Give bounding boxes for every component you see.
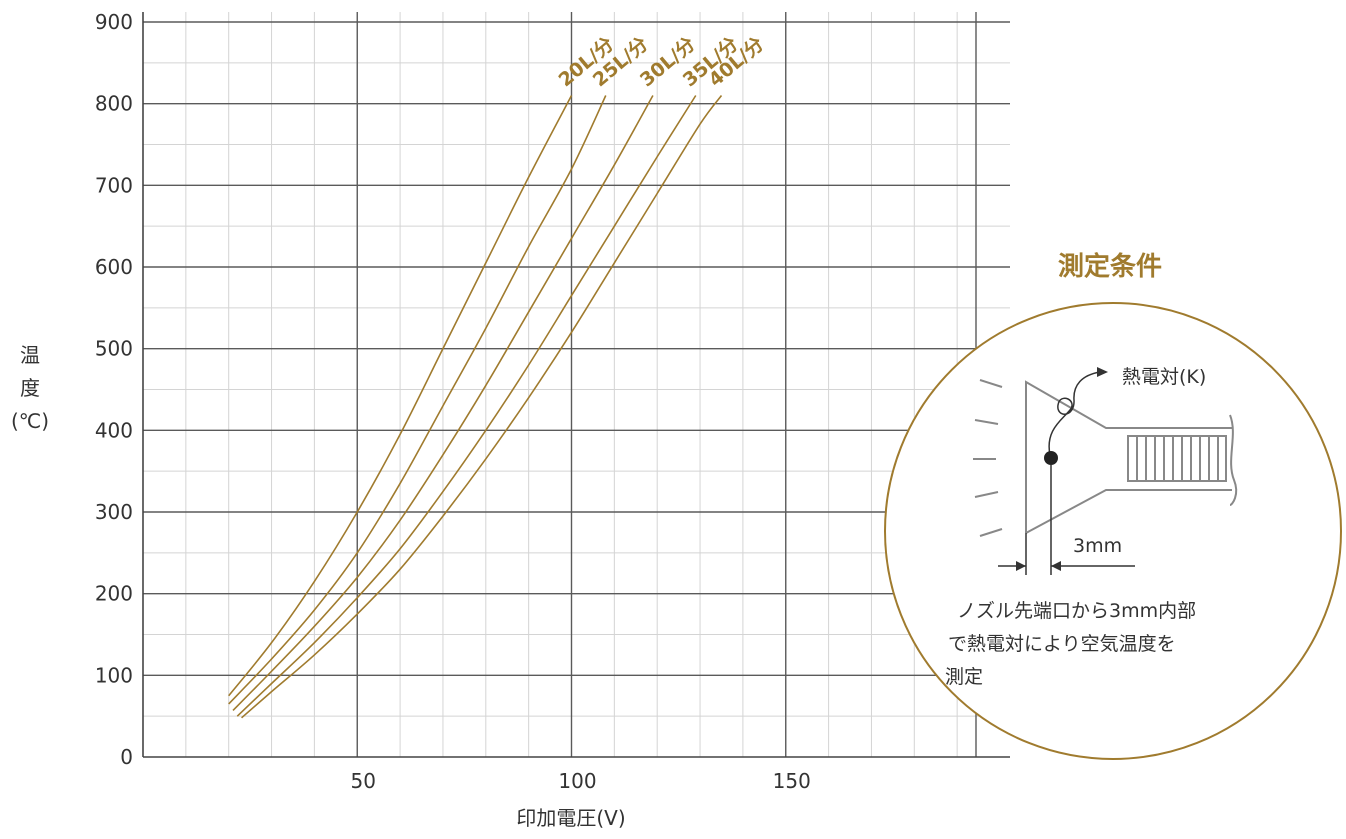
series-line (228, 95, 607, 705)
description-line-3: 測定 (945, 666, 983, 688)
y-axis-label-char: 度 (20, 376, 40, 400)
y-axis-label-char: 温 (20, 343, 40, 367)
series-line (232, 95, 654, 712)
series-line (241, 95, 723, 719)
minor-grid (143, 12, 1010, 757)
y-tick-labels: 0 100 200 300 400 500 600 700 800 900 (95, 10, 133, 769)
series-line (236, 95, 697, 717)
x-tick-label: 100 (558, 769, 596, 793)
major-grid (143, 12, 1010, 757)
conditions-panel: 測定条件 (884, 251, 1342, 760)
y-tick-label: 100 (95, 663, 133, 687)
x-axis-label: 印加電圧(V) (516, 806, 625, 830)
y-tick-label: 800 (95, 92, 133, 116)
y-tick-label: 200 (95, 582, 133, 606)
thermocouple-label: 熱電対(K) (1122, 366, 1206, 388)
y-tick-label: 700 (95, 173, 133, 197)
y-tick-label: 0 (120, 745, 133, 769)
y-axis-label-char: (℃) (11, 409, 49, 433)
series-lines (228, 95, 723, 719)
y-axis-label: 温度 (℃) (11, 343, 49, 433)
x-tick-label: 50 (351, 769, 376, 793)
nozzle-diagram-icon (973, 379, 1238, 537)
description-line-1: ノズル先端口から3mm内部 (957, 600, 1196, 622)
conditions-title: 測定条件 (1058, 251, 1162, 282)
conditions-circle (884, 302, 1342, 760)
thermocouple-icon (998, 367, 1135, 575)
x-tick-label: 150 (773, 769, 811, 793)
description-line-2: で熱電対により空気温度を (948, 633, 1176, 655)
y-tick-label: 300 (95, 500, 133, 524)
y-tick-label: 500 (95, 337, 133, 361)
distance-label: 3mm (1073, 535, 1122, 557)
y-tick-label: 600 (95, 255, 133, 279)
y-tick-label: 400 (95, 418, 133, 442)
series-line (228, 95, 573, 697)
x-tick-labels: 50 100 150 (351, 769, 811, 793)
axes (142, 12, 1010, 758)
y-tick-label: 900 (95, 10, 133, 34)
